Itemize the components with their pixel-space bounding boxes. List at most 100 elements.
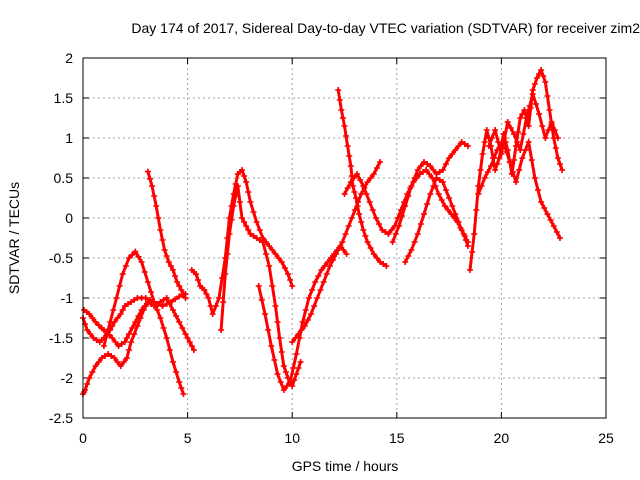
data-point-marker: [516, 167, 523, 173]
data-point-marker: [283, 383, 290, 389]
data-point: [536, 111, 543, 117]
data-point-marker: [510, 157, 517, 163]
x-tick-label: 20: [494, 430, 510, 446]
data-point: [247, 231, 254, 237]
y-tick-label: -0.5: [49, 250, 73, 266]
data-point-marker: [417, 163, 424, 169]
data-point-marker: [417, 221, 424, 227]
data-point: [345, 223, 352, 229]
data-point-marker: [101, 353, 108, 359]
data-point: [105, 351, 112, 357]
data-point-marker: [399, 213, 406, 219]
data-point: [86, 375, 93, 381]
data-point-marker: [108, 353, 115, 359]
data-point-marker: [281, 265, 288, 271]
data-point-marker: [536, 71, 543, 77]
data-point: [389, 239, 396, 245]
data-point: [238, 167, 245, 173]
data-point: [218, 327, 225, 333]
data-point: [157, 299, 164, 305]
data-point-marker: [122, 263, 129, 269]
data-point: [276, 335, 283, 341]
data-point: [414, 231, 421, 237]
data-point-marker: [188, 343, 195, 349]
data-point: [119, 271, 126, 277]
data-point-marker: [394, 215, 401, 221]
data-point-marker: [287, 277, 294, 283]
series-trace-4: [100, 248, 187, 397]
x-tick-label: 10: [284, 430, 300, 446]
data-point: [266, 243, 273, 249]
series-trace-6: [188, 167, 296, 317]
data-point: [364, 239, 371, 245]
data-point-marker: [455, 143, 462, 149]
data-point: [506, 159, 513, 165]
data-point-marker: [455, 219, 462, 225]
data-point-marker: [172, 296, 179, 303]
data-point: [379, 227, 386, 233]
data-point: [542, 135, 549, 141]
data-point: [333, 251, 340, 257]
data-point-marker: [298, 327, 305, 333]
data-point-marker: [382, 229, 389, 235]
data-point: [538, 199, 545, 205]
data-point: [285, 271, 292, 277]
data-point: [364, 179, 371, 185]
data-point-marker: [207, 303, 214, 309]
data-point: [435, 191, 442, 197]
data-point: [341, 191, 348, 197]
data-point: [144, 168, 151, 175]
data-point-marker: [141, 303, 148, 309]
data-point-marker: [271, 357, 278, 363]
data-point-marker: [212, 303, 219, 309]
data-point-marker: [358, 219, 365, 225]
data-point: [510, 131, 517, 137]
data-point-marker: [509, 169, 516, 175]
data-point-marker: [203, 291, 210, 297]
data-point: [498, 151, 505, 157]
data-point-marker: [519, 111, 526, 117]
data-point: [243, 223, 250, 229]
data-point: [318, 267, 325, 273]
data-point: [402, 259, 409, 265]
data-point: [446, 155, 453, 161]
data-point-marker: [411, 239, 418, 245]
data-point: [420, 211, 427, 217]
data-point: [163, 335, 170, 341]
data-point: [280, 387, 287, 393]
data-point-marker: [269, 247, 276, 253]
data-point-marker: [405, 253, 412, 259]
data-point: [458, 139, 465, 145]
data-point: [222, 271, 229, 277]
data-point-marker: [290, 365, 297, 371]
data-point-marker: [110, 307, 117, 313]
data-point: [138, 259, 145, 265]
data-point-marker: [275, 255, 282, 261]
data-point: [370, 251, 377, 257]
data-point-marker: [114, 315, 121, 321]
data-point-marker: [520, 131, 527, 137]
data-point-marker: [488, 135, 495, 141]
data-point-marker: [172, 273, 179, 279]
data-point: [117, 363, 124, 369]
data-point-marker: [545, 127, 552, 133]
data-point: [366, 199, 373, 205]
data-point: [492, 127, 499, 133]
data-point: [295, 331, 302, 337]
data-point: [174, 279, 181, 285]
data-point: [280, 363, 287, 369]
data-point: [299, 319, 306, 325]
data-point: [339, 239, 346, 245]
data-point-marker: [184, 335, 191, 341]
data-point-marker: [363, 191, 370, 197]
series-trace-16: [485, 91, 561, 157]
data-point: [268, 343, 275, 349]
data-point: [262, 311, 269, 317]
data-point: [115, 343, 122, 349]
data-point: [441, 203, 448, 209]
data-point: [475, 191, 482, 197]
data-point-marker: [124, 301, 131, 307]
data-point: [266, 263, 273, 269]
data-point-marker: [315, 273, 322, 279]
data-point-marker: [302, 307, 309, 313]
